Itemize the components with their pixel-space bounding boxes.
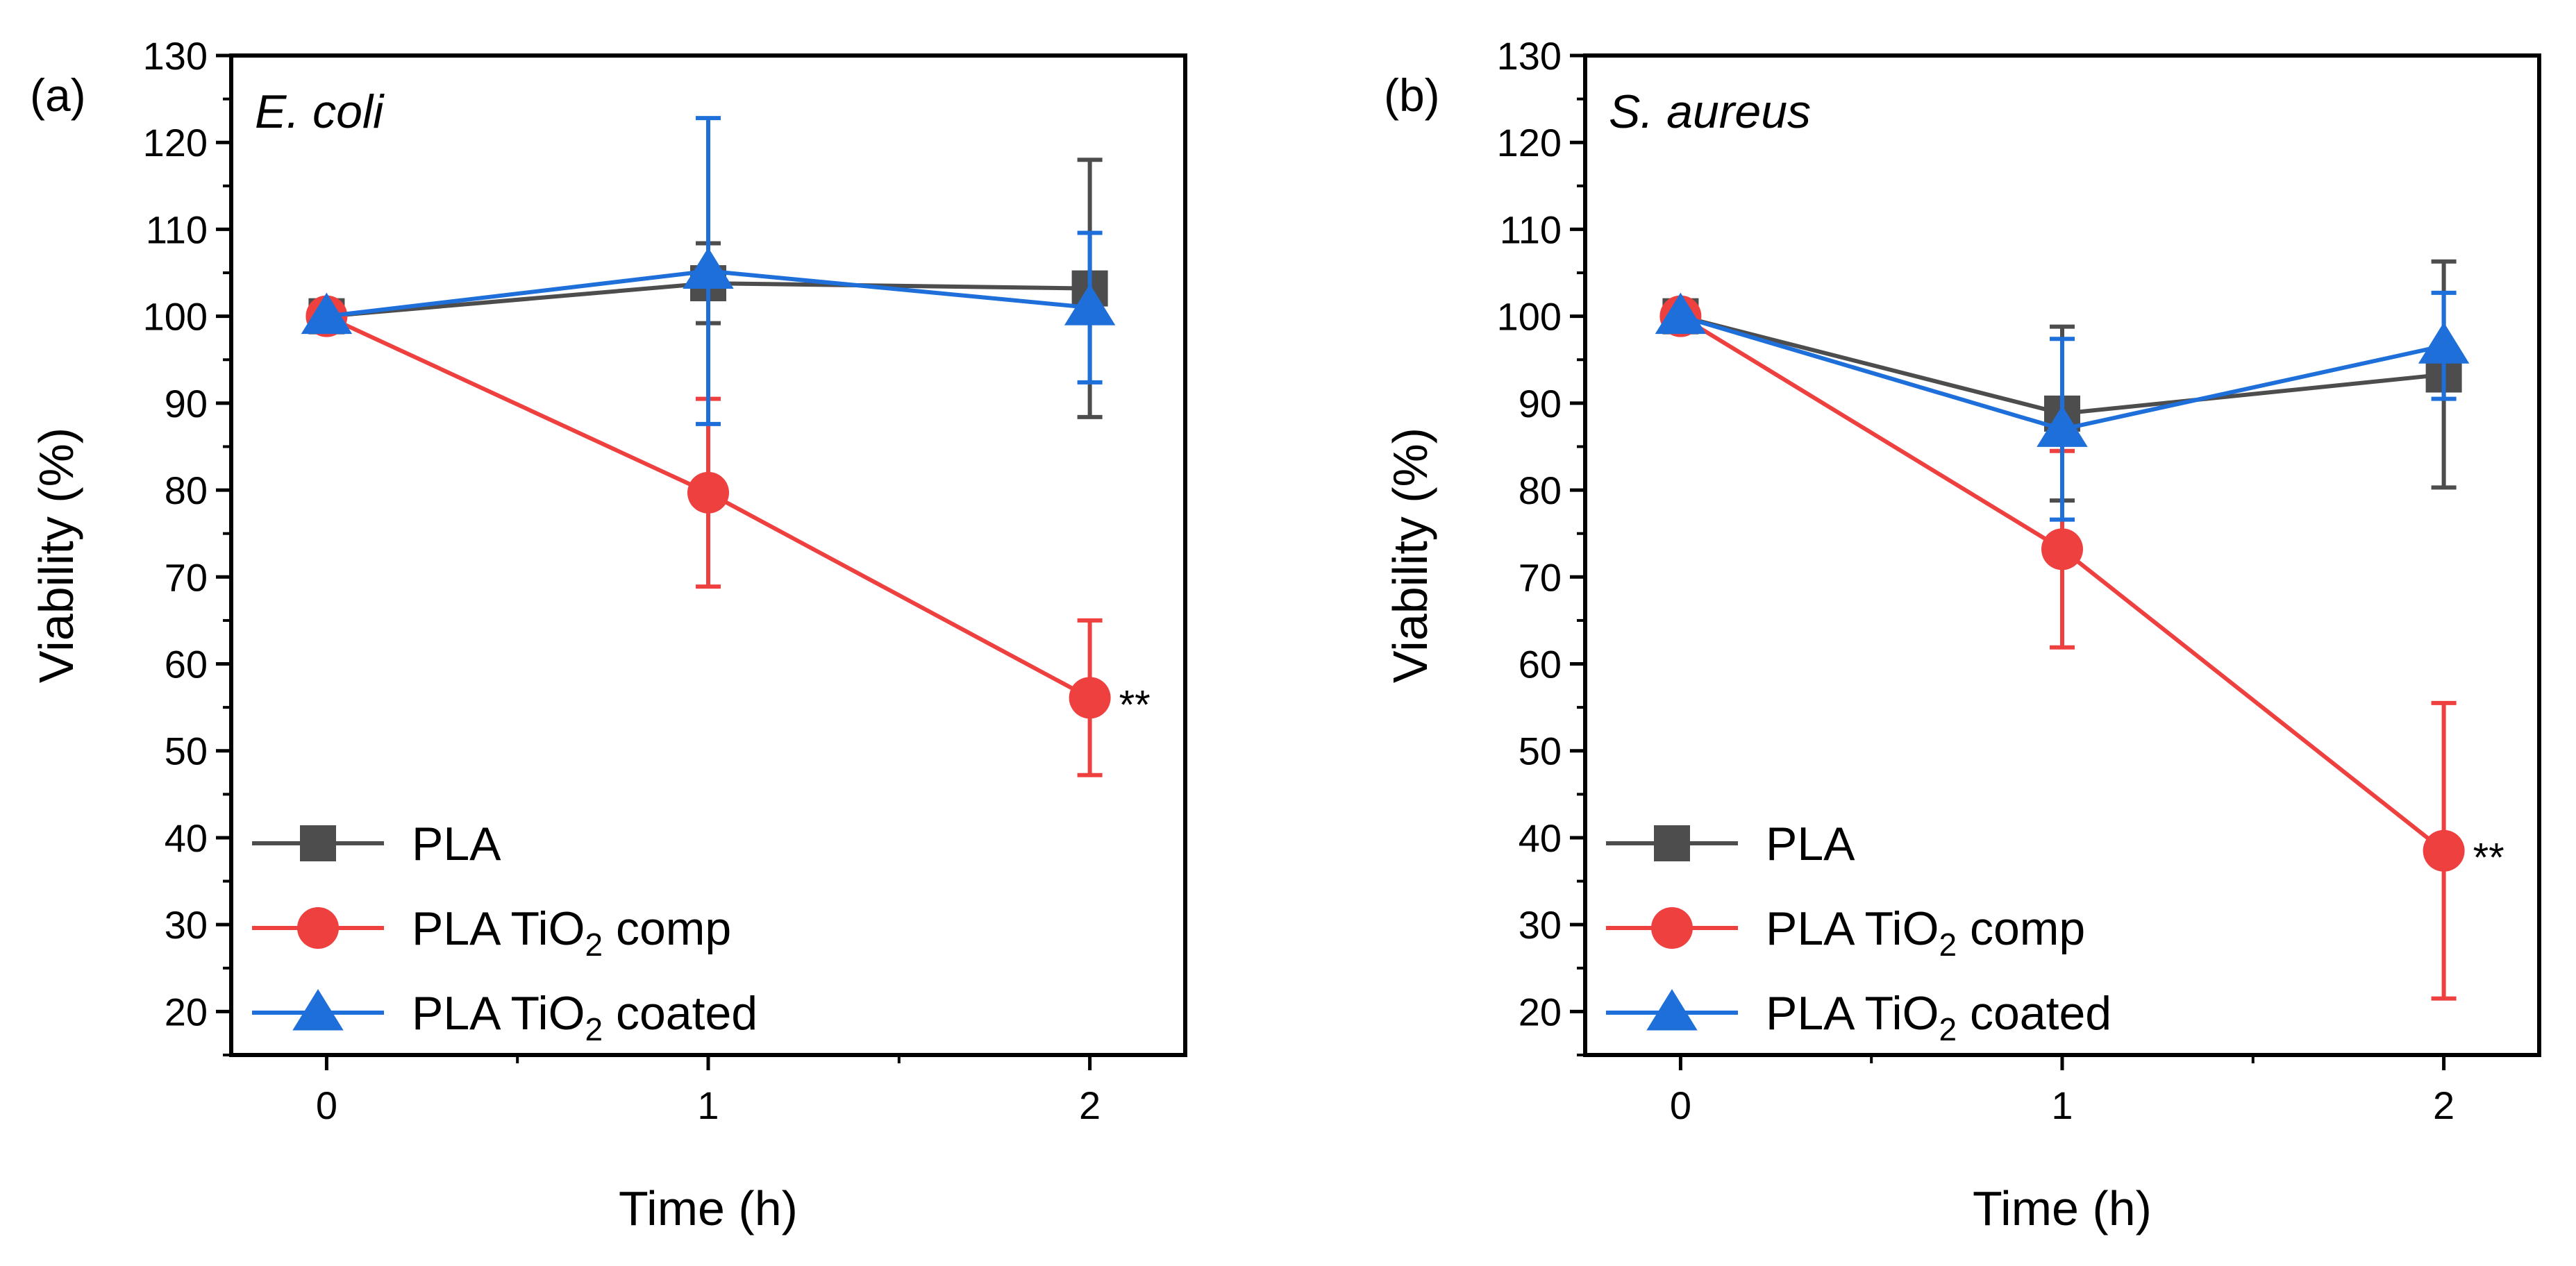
y-tick-label: 100 [1497,295,1562,339]
legend-suffix: coated [1957,987,2111,1040]
legend-marker [297,907,339,949]
legend-label: PLA [412,818,501,870]
legend-marker [1646,989,1698,1031]
y-axis-label: Viability (%) [1383,428,1437,683]
legend-label: PLA TiO2 comp [1766,902,2085,963]
x-tick-label: 2 [1079,1083,1101,1127]
panel-letter: (b) [1384,69,1440,121]
legend-suffix: comp [603,902,731,955]
legend-item: PLA TiO2 coated [1606,987,2111,1047]
legend-label: PLA TiO2 comp [412,902,731,963]
series-1 [1659,295,2465,1001]
legend-label: PLA TiO2 coated [1766,987,2111,1047]
data-point [301,292,353,335]
legend-item: PLA TiO2 comp [252,902,731,963]
legend-marker [300,825,336,861]
y-tick-label: 110 [146,208,208,251]
y-tick-label: 60 [1519,643,1562,686]
y-tick-label: 130 [143,34,208,78]
series-2 [301,116,1116,426]
y-tick-label: 30 [1519,903,1562,947]
y-tick-label: 70 [1519,555,1562,599]
legend-marker [292,989,344,1031]
panel-title: S. aureus [1609,85,1811,138]
y-tick-label: 110 [1500,208,1562,251]
legend-item: PLA [252,818,501,870]
series-2 [1655,290,2470,522]
y-tick-label: 40 [165,816,208,860]
y-tick-label: 60 [165,643,208,686]
legend-name: PLA TiO [1766,987,1939,1040]
y-tick-label: 120 [143,121,208,164]
y-tick-label: 90 [165,382,208,425]
significance-mark: ** [2473,836,2504,881]
legend-name: PLA [1766,818,1855,870]
panel-title: E. coli [255,85,385,138]
x-tick-label: 2 [2433,1083,2454,1127]
data-point [2423,829,2465,872]
legend-marker [1651,907,1693,949]
panel-letter: (a) [30,69,86,121]
y-tick-label: 120 [1497,121,1562,164]
legend-label: PLA TiO2 coated [412,987,758,1047]
y-tick-label: 50 [1519,729,1562,773]
data-point [687,471,729,514]
legend-item: PLA [1606,818,1855,870]
y-tick-label: 80 [165,469,208,512]
legend-name: PLA TiO [1766,902,1939,955]
legend-item: PLA TiO2 comp [1606,902,2085,963]
data-point [1064,284,1116,326]
data-point [2036,405,2088,447]
y-tick-label: 50 [165,729,208,773]
x-tick-label: 0 [316,1083,337,1127]
y-tick-label: 130 [1497,34,1562,78]
x-axis-label: Time (h) [1973,1181,2152,1235]
y-tick-label: 80 [1519,469,1562,512]
y-tick-label: 90 [1519,382,1562,425]
legend-subscript: 2 [1939,1011,1957,1047]
legend-name: PLA TiO [412,987,585,1040]
data-point [2418,322,2470,364]
data-point [1655,292,1707,335]
x-tick-label: 1 [697,1083,719,1127]
panel-a: 20 30 40 50 60 70 80 90 100 110 120 130 0 1 2 Time (h) V… [29,34,1187,1235]
data-point [683,247,734,289]
legend-subscript: 2 [1939,927,1957,963]
data-point [2041,528,2083,571]
legend-item: PLA TiO2 coated [252,987,758,1047]
legend-suffix: coated [603,987,758,1040]
significance-mark: ** [1119,682,1151,727]
legend-name: PLA TiO [412,902,585,955]
legend-label: PLA [1766,818,1855,870]
legend-name: PLA [412,818,501,870]
data-point [1069,677,1111,719]
x-axis-label: Time (h) [619,1181,798,1235]
legend-suffix: comp [1957,902,2085,955]
y-tick-label: 70 [165,555,208,599]
y-tick-label: 100 [143,295,208,339]
panel-b: 20 30 40 50 60 70 80 90 100 110 120 130 0 1 2 Time (h) V… [1383,34,2541,1235]
legend-subscript: 2 [585,1011,603,1047]
x-tick-label: 1 [2051,1083,2073,1127]
y-tick-label: 40 [1519,816,1562,860]
x-tick-label: 0 [1670,1083,1691,1127]
y-tick-label: 20 [1519,990,1562,1033]
y-axis-label: Viability (%) [29,428,83,683]
y-tick-label: 30 [165,903,208,947]
legend-subscript: 2 [585,927,603,963]
legend-marker [1654,825,1690,861]
y-tick-label: 20 [165,990,208,1033]
